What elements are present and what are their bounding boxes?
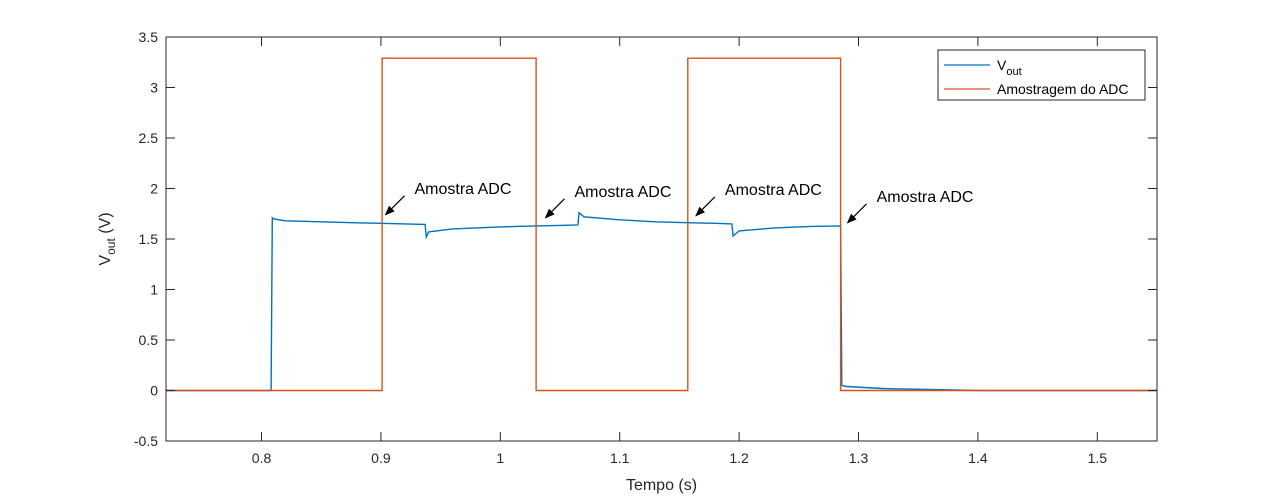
tick-layer: 0.8 0.9 1 1.1 1.2 1.3 1.4 1.5 -0.5 0 0.5 1 1.5 2 2.5 3 3…: [134, 29, 1157, 466]
legend-box: [937, 49, 1146, 101]
x-tick-label: 1.1: [610, 450, 630, 466]
y-tick-label: 2: [150, 181, 158, 197]
annotation-arrow: [544, 198, 565, 219]
y-tick-label: 3.5: [139, 29, 159, 45]
x-tick-label: 1.4: [968, 450, 988, 466]
x-tick-label: 0.9: [371, 450, 391, 466]
y-axis-title-sub: out: [104, 238, 118, 255]
series-layer: [166, 57, 1157, 392]
y-axis-title-suffix: (V): [97, 212, 114, 238]
x-axis-title: Tempo (s): [626, 477, 697, 494]
legend-label-adc: Amostragem do ADC: [997, 81, 1129, 97]
x-tick-label: 0.8: [252, 450, 272, 466]
annotation-arrow: [384, 195, 405, 216]
y-tick-label: -0.5: [134, 433, 158, 449]
annotation-arrow: [846, 203, 867, 224]
legend: Vout Amostragem do ADC: [937, 49, 1146, 101]
y-tick-label: 0.5: [139, 332, 159, 348]
y-tick-label: 1: [150, 282, 158, 298]
y-tick-label: 3: [150, 80, 158, 96]
legend-label-vout-main: V: [997, 57, 1007, 73]
y-tick-label: 1.5: [139, 231, 159, 247]
y-axis-title: Vout (V): [97, 212, 118, 265]
annotation-layer: Amostra ADC Amostra ADC Amostra ADC Amostra…: [384, 181, 974, 224]
x-tick-label: 1.2: [729, 450, 749, 466]
x-tick-label: 1.5: [1088, 450, 1108, 466]
annotation-label: Amostra ADC: [725, 182, 822, 199]
y-tick-label: 2.5: [139, 130, 159, 146]
y-axis-title-main: V: [97, 255, 114, 266]
series-line-adc: [166, 57, 1157, 392]
x-tick-label: 1: [496, 450, 504, 466]
annotation-label: Amostra ADC: [877, 189, 974, 206]
x-tick-label: 1.3: [849, 450, 869, 466]
annotation-label: Amostra ADC: [414, 181, 511, 198]
legend-label-vout-sub: out: [1006, 66, 1021, 78]
plot-background: [166, 37, 1157, 441]
annotation-arrow: [695, 196, 716, 217]
y-tick-label: 0: [150, 383, 158, 399]
annotation-label: Amostra ADC: [574, 184, 671, 201]
legend-label-vout: Vout: [997, 57, 1022, 78]
